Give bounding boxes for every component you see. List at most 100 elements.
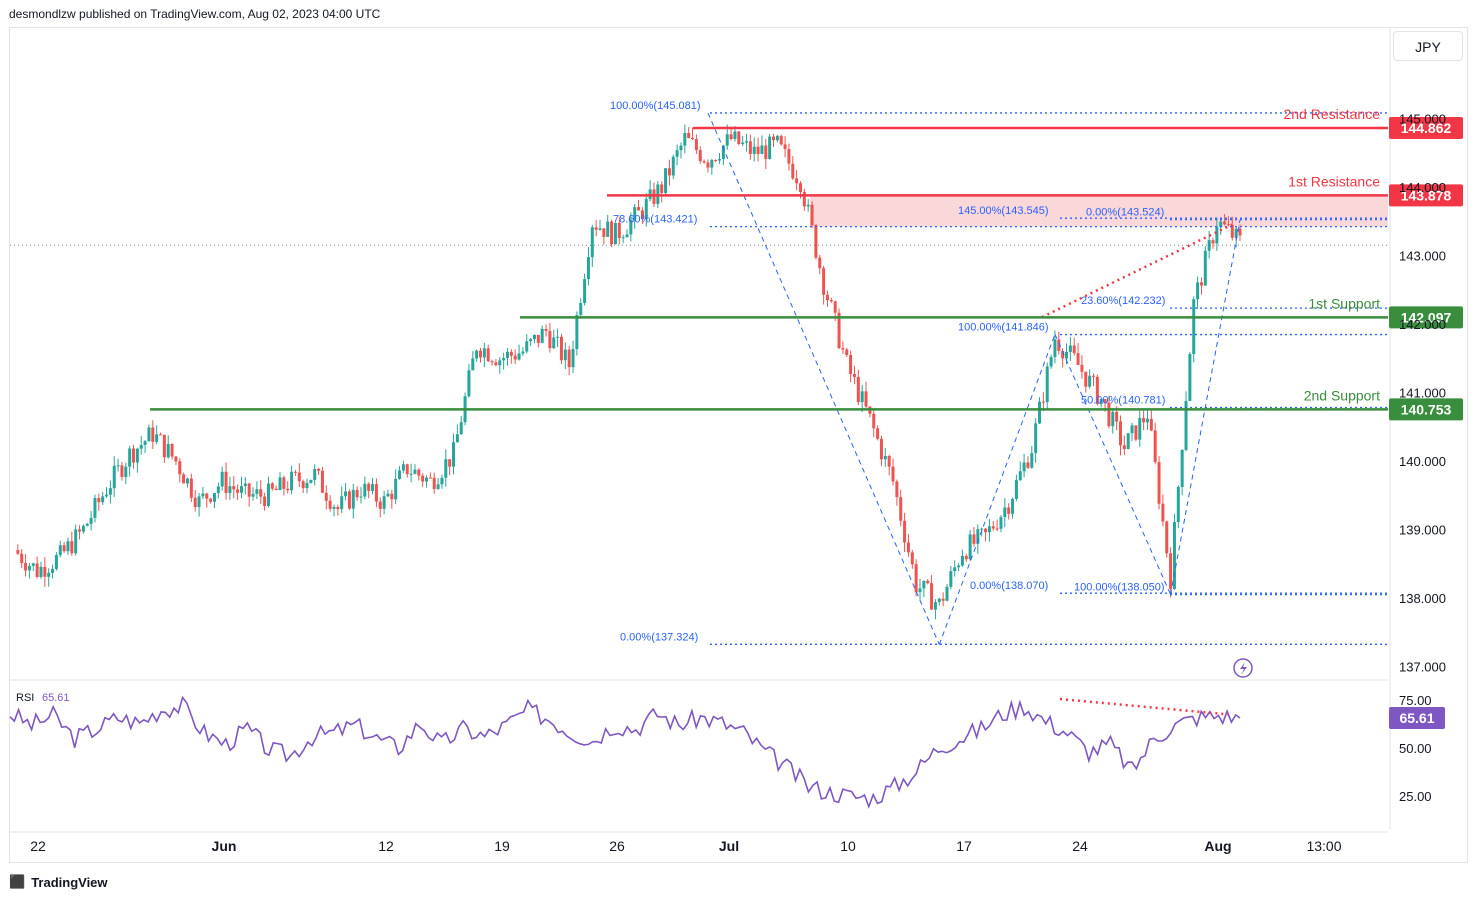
candle-body — [760, 145, 764, 155]
candle-body — [367, 483, 371, 491]
candle-body — [1153, 430, 1157, 463]
candle-body — [980, 528, 984, 530]
candle-body — [436, 484, 440, 489]
candle-body — [212, 493, 216, 502]
candle-body — [286, 488, 290, 491]
candle-body — [1103, 399, 1107, 403]
candle-body — [1068, 345, 1072, 352]
candle-body — [718, 159, 722, 161]
candle-body — [891, 466, 895, 482]
candle-body — [814, 225, 818, 258]
candle-body — [702, 161, 706, 163]
candle-body — [937, 598, 941, 603]
candle-body — [209, 498, 213, 502]
candle-body — [613, 222, 617, 245]
candle-body — [259, 489, 263, 497]
candle-body — [737, 131, 741, 145]
time-tick-label: 22 — [30, 838, 46, 854]
candle-body — [548, 330, 552, 349]
rsi-value-badge-label: 65.61 — [1399, 710, 1434, 726]
candle-body — [1211, 240, 1215, 244]
fib-trend-line — [1054, 334, 1172, 595]
candle-body — [197, 496, 201, 508]
candle-body — [664, 168, 668, 194]
candle-body — [421, 475, 425, 482]
candle-body — [791, 163, 795, 179]
candle-body — [529, 339, 533, 342]
candle-body — [452, 442, 456, 467]
candle-body — [85, 523, 89, 526]
candle-body — [263, 496, 267, 506]
candle-body — [247, 483, 251, 497]
candle-body — [1180, 449, 1184, 487]
price-tick-label: 139.000 — [1399, 523, 1446, 538]
candle-body — [505, 351, 509, 359]
candle-body — [324, 492, 328, 501]
candle-body — [725, 134, 729, 146]
candle-body — [93, 498, 97, 518]
candle-body — [748, 141, 752, 154]
candle-body — [1134, 425, 1138, 440]
candle-body — [290, 471, 294, 491]
rsi-tick-label: 75.00 — [1399, 693, 1432, 708]
candle-body — [301, 481, 305, 489]
candle-body — [178, 461, 182, 475]
candle-body — [567, 349, 571, 368]
candle-body — [1126, 433, 1130, 450]
candle-body — [818, 257, 822, 269]
candle-body — [1238, 228, 1242, 236]
candle-body — [239, 486, 243, 493]
candle-body — [806, 204, 810, 207]
candle-body — [1099, 399, 1103, 404]
candle-body — [521, 351, 525, 354]
candle-body — [698, 150, 702, 162]
candle-body — [401, 464, 405, 471]
level-price-badge — [1389, 116, 1463, 139]
candle-body — [675, 150, 679, 157]
candle-body — [852, 373, 856, 378]
candle-body — [305, 482, 309, 489]
candle-body — [359, 496, 363, 498]
candle-body — [644, 199, 648, 219]
candle-body — [540, 328, 544, 343]
candle-body — [1203, 250, 1207, 286]
candle-body — [552, 337, 556, 349]
candle-body — [752, 146, 756, 154]
candle-body — [883, 455, 887, 460]
candle-body — [482, 348, 486, 358]
candle-body — [721, 145, 725, 160]
fib-level-label: 50.00%(140.781) — [1081, 395, 1165, 407]
candle-body — [135, 448, 139, 463]
fib-level-label: 145.00%(143.545) — [958, 205, 1049, 217]
candle-body — [24, 563, 28, 571]
candle-body — [486, 348, 490, 362]
candle-body — [51, 568, 55, 573]
candle-body — [710, 160, 714, 168]
candle-body — [525, 341, 529, 352]
candle-body — [779, 135, 783, 145]
candle-body — [193, 497, 197, 508]
candle-body — [922, 580, 926, 589]
candle-body — [428, 477, 432, 479]
time-tick-label: 26 — [609, 838, 625, 854]
candle-body — [671, 156, 675, 176]
candle-body — [856, 377, 860, 403]
price-tick-label: 141.000 — [1399, 386, 1446, 401]
candle-body — [459, 422, 463, 435]
candle-body — [887, 455, 891, 467]
symbol-button[interactable]: JPY — [1393, 31, 1463, 61]
candle-body — [1230, 224, 1234, 238]
candle-body — [363, 483, 367, 497]
candle-body — [999, 517, 1003, 529]
candle-body — [895, 481, 899, 498]
price-tick-label: 137.000 — [1399, 660, 1446, 675]
candle-body — [232, 486, 236, 490]
candle-body — [745, 141, 749, 143]
candle-body — [70, 541, 74, 554]
candle-body — [205, 493, 209, 499]
candle-body — [687, 133, 691, 139]
candle-body — [278, 477, 282, 491]
candle-body — [610, 221, 614, 245]
candle-body — [332, 506, 336, 509]
